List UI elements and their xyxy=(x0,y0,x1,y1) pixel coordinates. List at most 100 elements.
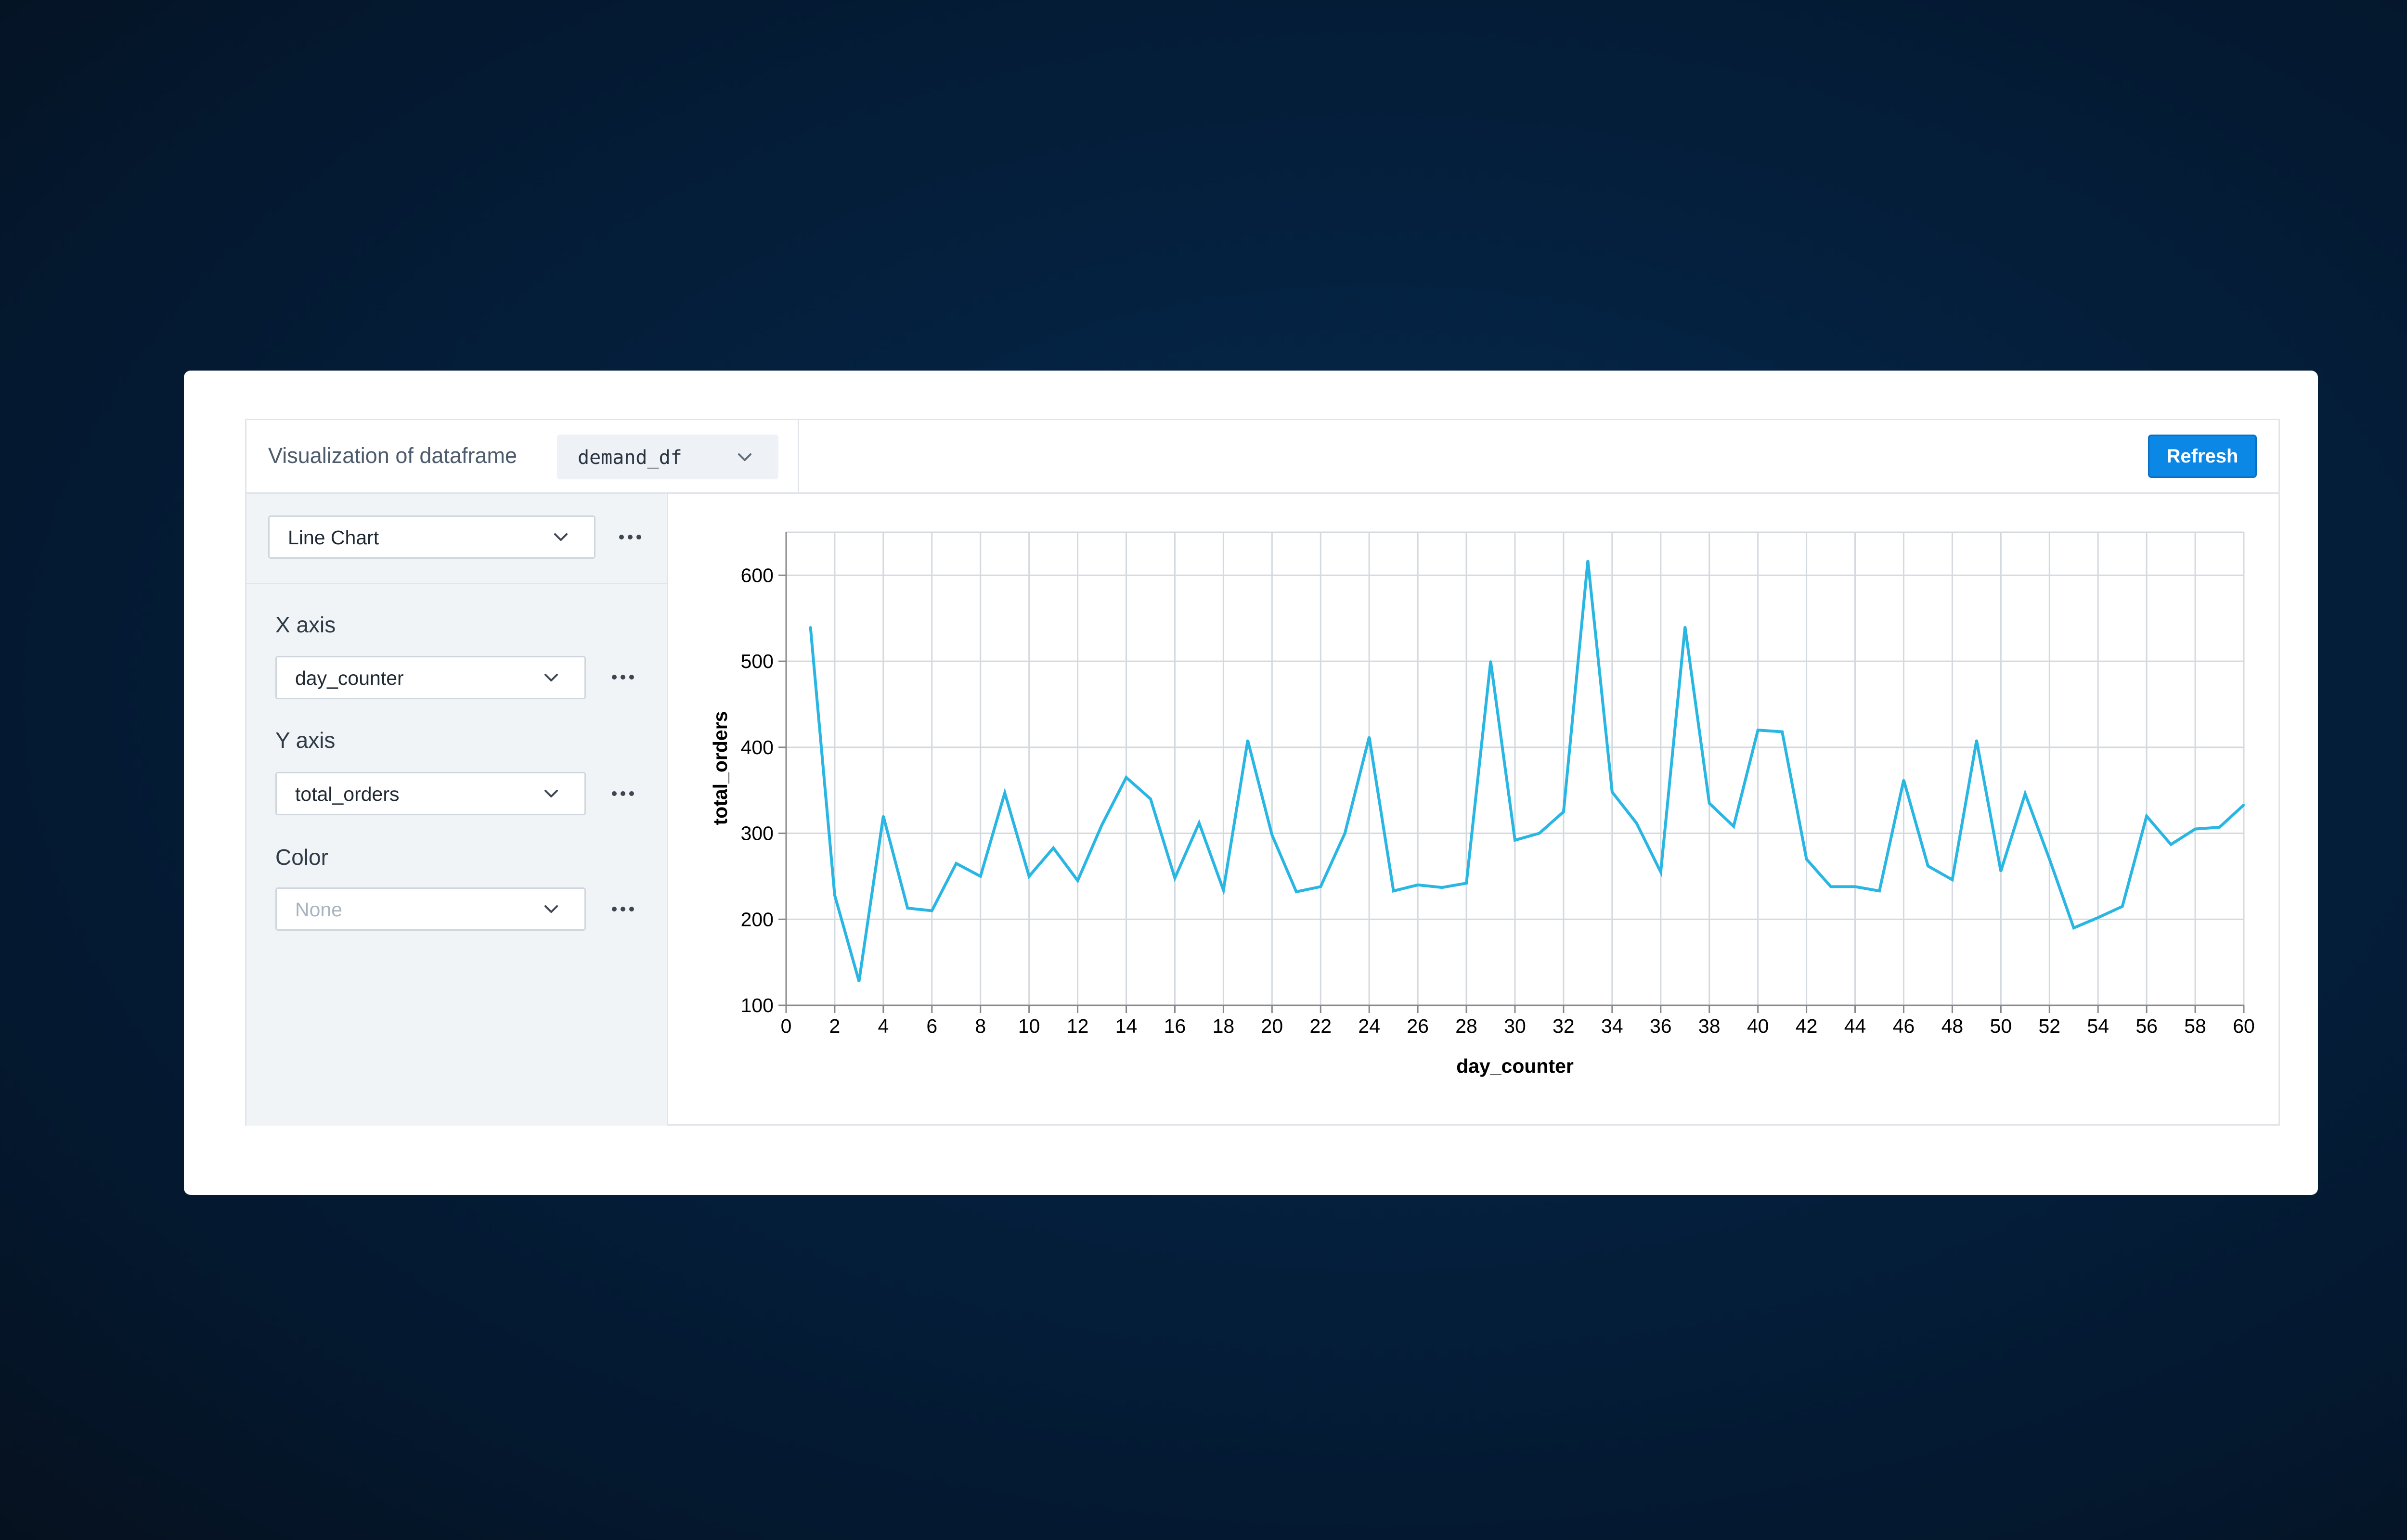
data-point xyxy=(1441,886,1443,889)
data-point xyxy=(2072,927,2075,929)
data-point xyxy=(833,894,836,897)
chart-type-select[interactable]: Line Chart xyxy=(268,515,595,559)
x-tick-label: 12 xyxy=(1067,1015,1089,1037)
x-tick-label: 10 xyxy=(1018,1015,1040,1037)
visualization-widget: Visualization of dataframe demand_df Ref… xyxy=(245,419,2280,1126)
data-point xyxy=(1878,890,1880,892)
x-tick-label: 54 xyxy=(2087,1015,2109,1037)
data-point xyxy=(1635,822,1638,824)
data-point xyxy=(1562,810,1565,813)
chevron-down-icon xyxy=(738,453,751,461)
x-tick-label: 16 xyxy=(1164,1015,1186,1037)
data-point xyxy=(1830,886,1832,888)
x-axis-label: X axis xyxy=(275,612,336,637)
x-tick-label: 28 xyxy=(1455,1015,1477,1037)
refresh-button[interactable]: Refresh xyxy=(2148,435,2257,478)
chart-type-more-icon[interactable] xyxy=(616,530,645,544)
x-tick-label: 40 xyxy=(1747,1015,1769,1037)
x-axis-title: day_counter xyxy=(1456,1055,1574,1077)
visualization-label: Visualization of dataframe xyxy=(268,443,517,468)
data-point xyxy=(2146,815,2148,817)
x-tick-label: 6 xyxy=(926,1015,937,1037)
x-tick-label: 2 xyxy=(829,1015,841,1037)
data-point xyxy=(1465,882,1468,885)
data-point xyxy=(1514,839,1516,841)
data-point xyxy=(1004,792,1006,794)
data-point xyxy=(2121,905,2123,908)
y-axis-label: Y axis xyxy=(275,728,336,753)
y-tick-label: 600 xyxy=(741,564,774,586)
data-point xyxy=(2170,843,2172,846)
x-tick-label: 58 xyxy=(2184,1015,2206,1037)
data-point xyxy=(858,980,860,982)
x-tick-label: 24 xyxy=(1358,1015,1380,1037)
x-tick-label: 38 xyxy=(1698,1015,1721,1037)
data-point xyxy=(1368,736,1371,738)
data-point xyxy=(1101,823,1103,826)
visualization-card: Visualization of dataframe demand_df Ref… xyxy=(184,371,2318,1195)
x-tick-label: 32 xyxy=(1553,1015,1575,1037)
x-tick-label: 22 xyxy=(1309,1015,1332,1037)
chart-type-section: Line Chart xyxy=(246,494,667,584)
data-point xyxy=(1902,779,1905,781)
series-line-total-orders xyxy=(809,560,2245,982)
x-tick-label: 48 xyxy=(1941,1015,1964,1037)
data-point xyxy=(1198,822,1200,824)
data-point xyxy=(1951,879,1954,881)
y-tick-label: 500 xyxy=(741,650,774,672)
widget-header: Visualization of dataframe demand_df Ref… xyxy=(246,420,2278,494)
x-tick-label: 18 xyxy=(1213,1015,1235,1037)
data-point xyxy=(2048,858,2051,860)
data-point xyxy=(1659,871,1662,873)
color-more-icon[interactable] xyxy=(608,902,637,916)
data-point xyxy=(2024,793,2026,795)
x-axis-value: day_counter xyxy=(295,667,404,689)
x-tick-label: 52 xyxy=(2038,1015,2060,1037)
data-point xyxy=(1781,731,1784,733)
color-select[interactable]: None xyxy=(275,887,586,931)
dataframe-select[interactable]: demand_df xyxy=(557,435,778,479)
y-tick-label: 300 xyxy=(741,822,774,845)
data-point xyxy=(1684,626,1686,628)
x-tick-label: 42 xyxy=(1796,1015,1818,1037)
data-point xyxy=(1028,875,1030,877)
data-point xyxy=(1587,559,1589,562)
y-axis-select[interactable]: total_orders xyxy=(275,772,586,815)
data-point xyxy=(1927,865,1929,867)
chart-config-sidebar: Line Chart X axis day_counter Y xyxy=(246,494,668,1126)
data-point xyxy=(1538,832,1540,834)
data-point xyxy=(1757,729,1759,732)
data-point xyxy=(1975,739,1978,742)
chart-grid xyxy=(785,531,2245,1006)
chart-area: 0 2 4 6 8 10 12 14 16 18 20 22 24 26 28 30 32 34 36 38 40 42 4… xyxy=(668,494,2280,1126)
color-label: Color xyxy=(275,845,328,870)
x-tick-label: 30 xyxy=(1504,1015,1526,1037)
x-tick-label: 60 xyxy=(2233,1015,2255,1037)
data-point xyxy=(1052,847,1055,849)
data-point xyxy=(809,626,812,628)
data-point xyxy=(1174,877,1176,879)
y-tick-label: 200 xyxy=(741,908,774,930)
data-point xyxy=(1222,889,1225,891)
data-point xyxy=(1854,886,1856,888)
x-axis-more-icon[interactable] xyxy=(608,670,637,684)
data-point xyxy=(2194,828,2197,830)
y-axis-value: total_orders xyxy=(295,783,400,805)
data-point xyxy=(1708,802,1710,804)
x-axis-select[interactable]: day_counter xyxy=(275,656,586,699)
chevron-down-icon xyxy=(544,790,558,797)
x-tick-label: 46 xyxy=(1893,1015,1915,1037)
data-point xyxy=(1076,879,1079,882)
y-tick-label: 100 xyxy=(741,994,774,1016)
dataframe-selector-bar: Visualization of dataframe demand_df xyxy=(246,420,799,492)
data-point xyxy=(1344,832,1346,834)
x-tick-label: 4 xyxy=(878,1015,889,1037)
chevron-down-icon xyxy=(554,533,568,541)
data-point xyxy=(2218,826,2221,829)
chevron-down-icon xyxy=(544,674,558,681)
x-tick-label: 44 xyxy=(1844,1015,1866,1037)
x-tick-label: 8 xyxy=(975,1015,986,1037)
y-axis-more-icon[interactable] xyxy=(608,786,637,801)
data-point xyxy=(1295,891,1297,893)
chevron-down-icon xyxy=(544,905,558,913)
